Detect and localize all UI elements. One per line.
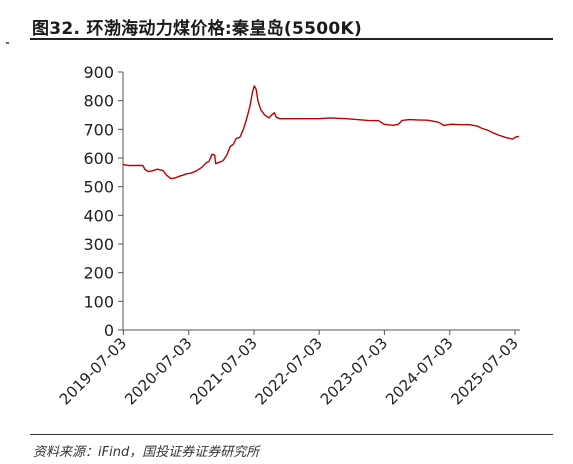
y-tick-label: 700 [83, 120, 114, 139]
x-tick-label: 2023-07-03 [317, 334, 391, 408]
x-tick-label: 2020-07-03 [121, 334, 195, 408]
x-tick-label: 2024-07-03 [382, 334, 456, 408]
y-tick-label: 800 [83, 92, 114, 111]
margin-mark [6, 42, 9, 44]
y-axis: 0 100 200 300 400 500 600 700 800 900 [83, 63, 124, 340]
y-tick-label: 500 [83, 178, 114, 197]
y-tick-label: 400 [83, 206, 114, 225]
y-tick-label: 100 [83, 292, 114, 311]
x-tick-label: 2021-07-03 [186, 334, 260, 408]
x-tick-label: 2025-07-03 [447, 334, 521, 408]
y-tick-label: 600 [83, 149, 114, 168]
source-note: 资料来源：iFind，国投证券证券研究所 [33, 445, 260, 460]
x-tick-label: 2022-07-03 [252, 334, 326, 408]
chart-title: 图32. 环渤海动力煤价格:秦皇岛(5500K) [32, 19, 363, 39]
y-tick-label: 0 [104, 321, 114, 340]
x-axis: 2019-07-032020-07-032021-07-032022-07-03… [56, 329, 522, 408]
y-tick-label: 300 [83, 235, 114, 254]
title-divider [30, 38, 553, 40]
plot-area [122, 85, 519, 180]
price-line [122, 85, 519, 180]
x-tick-label: 2019-07-03 [56, 334, 130, 408]
footer-divider [30, 434, 553, 435]
y-tick-label: 200 [83, 264, 114, 283]
y-tick-label: 900 [83, 63, 114, 82]
